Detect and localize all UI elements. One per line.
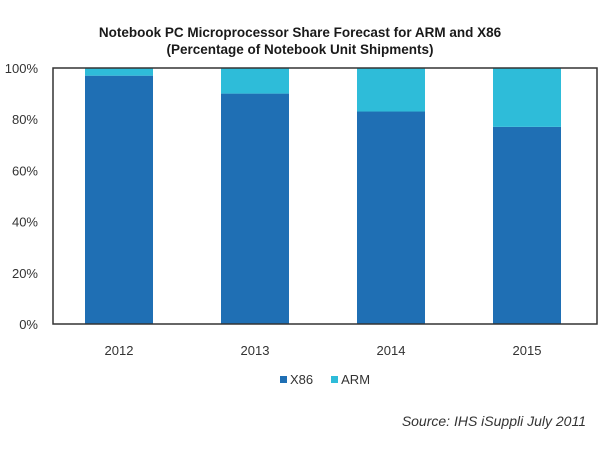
legend: X86 ARM xyxy=(280,372,370,387)
x-tick-label: 2014 xyxy=(377,343,406,358)
y-tick-label: 0% xyxy=(19,317,38,332)
bar-arm-2015 xyxy=(493,68,561,127)
bar-arm-2013 xyxy=(221,68,289,94)
y-tick-label: 40% xyxy=(12,215,38,230)
y-tick-label: 60% xyxy=(12,163,38,178)
x-tick-label: 2013 xyxy=(241,343,270,358)
chart-title-main: Notebook PC Microprocessor Share Forecas… xyxy=(98,25,502,40)
x-tick-label: 2015 xyxy=(513,343,542,358)
bars-group xyxy=(85,68,561,325)
y-tick-label: 100% xyxy=(5,61,39,76)
x-axis-ticks: 2012 2013 2014 2015 xyxy=(105,343,542,358)
legend-label-arm: ARM xyxy=(341,372,371,387)
bar-x86-2014 xyxy=(357,111,425,325)
y-axis-ticks: 0% 20% 40% 60% 80% 100% xyxy=(5,61,39,332)
chart-title: Notebook PC Microprocessor Share Forecas… xyxy=(0,24,600,58)
legend-swatch-arm xyxy=(331,376,339,383)
legend-swatch-x86 xyxy=(280,376,287,383)
bar-arm-2012 xyxy=(85,68,153,76)
y-tick-label: 80% xyxy=(12,112,38,127)
legend-label-x86: X86 xyxy=(290,372,314,387)
bar-arm-2014 xyxy=(357,68,425,112)
x-tick-label: 2012 xyxy=(105,343,134,358)
stacked-bar-chart: 0% 20% 40% 60% 80% 100% 2012 2013 2014 2015 xyxy=(5,61,598,358)
legend-item-x86: X86 xyxy=(280,372,313,387)
chart-subtitle: (Percentage of Notebook Unit Shipments) xyxy=(166,42,434,57)
bar-x86-2012 xyxy=(85,75,153,325)
plot-frame xyxy=(52,67,598,325)
bar-x86-2015 xyxy=(493,126,561,324)
source-note: Source: IHS iSuppli July 2011 xyxy=(401,413,586,429)
bar-x86-2013 xyxy=(221,93,289,324)
y-tick-label: 20% xyxy=(12,266,38,281)
legend-item-arm: ARM xyxy=(331,372,370,387)
